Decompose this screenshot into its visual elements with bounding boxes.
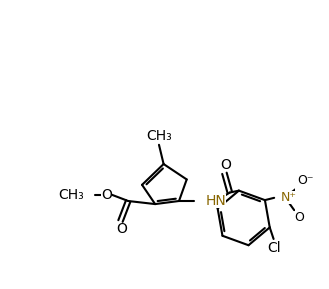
Text: O: O [294,211,304,224]
Text: CH₃: CH₃ [146,129,172,143]
Text: O: O [220,158,231,172]
Text: CH₃: CH₃ [59,188,84,202]
Text: Cl: Cl [267,240,280,255]
Text: O: O [101,188,112,202]
Text: HN: HN [205,194,226,208]
Text: O⁻: O⁻ [297,174,314,187]
Text: O: O [116,222,127,236]
Text: N⁺: N⁺ [280,191,296,204]
